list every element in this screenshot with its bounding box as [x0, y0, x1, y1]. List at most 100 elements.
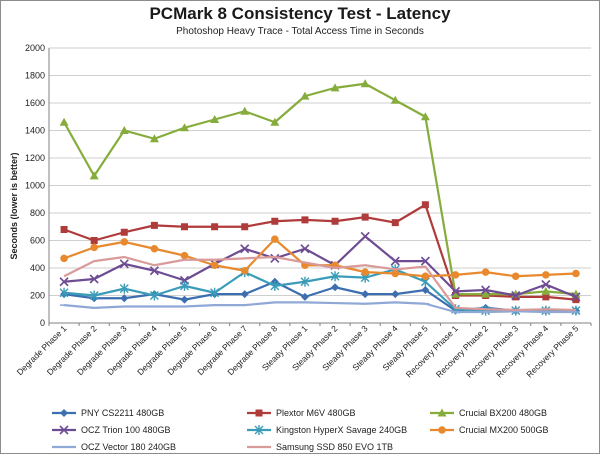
- data-point: [360, 79, 370, 88]
- data-point: [119, 126, 129, 134]
- legend-label: Samsung SSD 850 EVO 1TB: [276, 441, 394, 452]
- data-point: [150, 244, 159, 253]
- data-point: [90, 237, 98, 244]
- data-point: [361, 290, 370, 299]
- series-kingston-hyperx-savage-240gb: [59, 264, 581, 316]
- legend-marker: [254, 424, 264, 435]
- legend-label: OCZ Trion 100 480GB: [81, 424, 171, 435]
- data-point: [180, 295, 189, 304]
- data-point: [270, 253, 280, 263]
- data-point: [59, 277, 69, 287]
- data-point: [391, 269, 400, 278]
- data-point: [361, 268, 369, 276]
- data-point: [541, 279, 551, 290]
- data-point: [120, 228, 128, 236]
- data-point: [572, 296, 580, 304]
- data-point: [331, 217, 339, 225]
- x-tick-label: Recovery Phase 2: [434, 323, 490, 379]
- data-point: [542, 293, 550, 301]
- legend-item: OCZ Vector 180 240GB: [51, 441, 176, 453]
- legend-swatch: [430, 408, 454, 417]
- data-point: [572, 269, 580, 278]
- series-line: [63, 82, 577, 296]
- data-point: [60, 226, 68, 233]
- data-point: [119, 283, 129, 294]
- legend-item: Crucial MX200 500GB: [429, 424, 549, 436]
- legend-marker: [255, 409, 263, 417]
- axes: [48, 48, 592, 326]
- data-point: [511, 272, 520, 281]
- legend-swatch: [247, 445, 271, 448]
- y-axis-tick-labels: 0 200 400 600 800 1000 1200 1400 1600 1800 2000: [25, 43, 45, 328]
- y-tick-label: 200: [30, 291, 45, 301]
- data-point: [421, 201, 429, 209]
- legend-label: Crucial BX200 480GB: [459, 407, 548, 418]
- data-point: [330, 83, 340, 92]
- data-point: [120, 238, 129, 246]
- data-point: [390, 95, 400, 104]
- legend-marker: [438, 425, 446, 434]
- data-point: [59, 287, 69, 298]
- data-point: [180, 251, 189, 260]
- data-point: [241, 223, 249, 231]
- legend-swatch: [52, 425, 76, 435]
- data-series: [59, 79, 581, 316]
- y-tick-label: 1600: [25, 98, 45, 108]
- series-ocz-trion-100-480gb: [59, 231, 581, 302]
- data-point: [420, 112, 430, 121]
- x-tick-label: Recovery Phase 3: [464, 323, 520, 379]
- data-point: [511, 290, 521, 301]
- y-tick-label: 1200: [25, 153, 45, 163]
- data-point: [361, 213, 369, 221]
- data-point: [391, 219, 399, 227]
- data-point: [481, 268, 490, 276]
- data-point: [421, 286, 430, 294]
- y-tick-label: 600: [30, 236, 45, 246]
- gridlines: [49, 47, 591, 324]
- legend-item: Crucial BX200 480GB: [429, 407, 547, 419]
- legend-item: PNY CS2211 480GB: [51, 407, 164, 419]
- data-point: [300, 91, 310, 100]
- legend-label: OCZ Vector 180 240GB: [81, 441, 177, 452]
- legend-swatch: [247, 424, 271, 435]
- legend-marker: [60, 408, 68, 417]
- data-point: [89, 290, 99, 301]
- data-point: [119, 259, 129, 269]
- data-point: [331, 283, 340, 292]
- y-axis-label: Seconds (lower is better): [9, 152, 19, 259]
- x-tick-label: Recovery Phase 1: [404, 323, 460, 379]
- data-point: [300, 292, 309, 301]
- chart-title: PCMark 8 Consistency Test - Latency: [149, 4, 451, 23]
- legend-marker: [59, 425, 69, 435]
- data-point: [240, 266, 249, 275]
- legend-swatch: [52, 445, 76, 448]
- y-tick-label: 1800: [25, 71, 45, 81]
- data-point: [360, 231, 370, 241]
- data-point: [60, 254, 68, 263]
- series-line: [63, 268, 576, 312]
- data-point: [210, 115, 220, 123]
- x-tick-label: Degrade Phase 1: [15, 323, 69, 377]
- legend-label: Crucial MX200 500GB: [459, 424, 549, 435]
- legend-item: Kingston HyperX Savage 240GB: [246, 424, 407, 436]
- data-point: [300, 244, 310, 254]
- y-tick-label: 0: [40, 318, 45, 328]
- data-point: [301, 216, 309, 224]
- data-point: [240, 244, 250, 254]
- y-tick-label: 400: [30, 263, 45, 273]
- legend-swatch: [247, 409, 271, 417]
- y-tick-label: 1400: [25, 126, 45, 136]
- data-point: [150, 221, 158, 229]
- legend-swatch: [52, 408, 76, 417]
- data-point: [210, 287, 220, 298]
- legend-label: Kingston HyperX Savage 240GB: [276, 424, 408, 435]
- data-point: [270, 117, 280, 126]
- data-point: [541, 286, 551, 295]
- data-point: [149, 134, 159, 143]
- data-point: [181, 223, 188, 231]
- data-point: [240, 290, 249, 299]
- data-point: [149, 290, 159, 301]
- data-point: [211, 223, 219, 231]
